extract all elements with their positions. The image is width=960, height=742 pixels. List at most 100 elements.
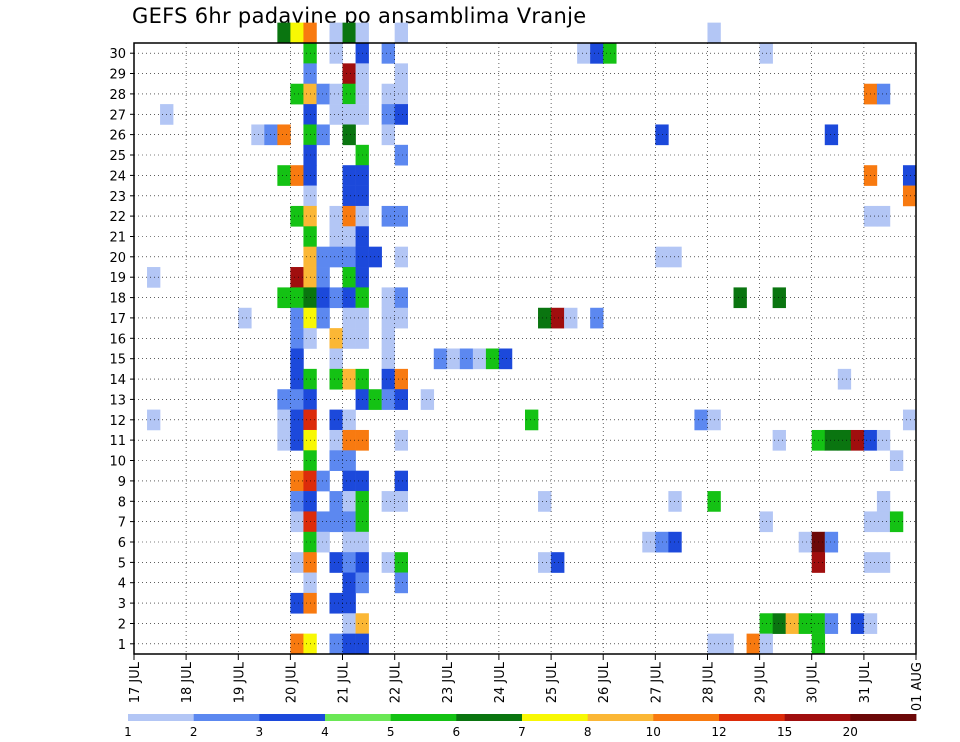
heatmap-cell — [290, 22, 304, 44]
x-tick-label: 24 JUL — [493, 661, 508, 703]
heatmap-cell — [394, 104, 408, 125]
colorbar-swatch — [390, 714, 457, 721]
heatmap-cell — [290, 491, 304, 512]
heatmap-cell — [498, 348, 513, 370]
heatmap-cell — [772, 429, 786, 451]
heatmap-cell — [316, 307, 330, 329]
colorbar-label: 6 — [452, 725, 460, 739]
heatmap-cell — [720, 633, 734, 655]
y-tick-label: 22 — [109, 210, 126, 225]
heatmap-cell — [394, 83, 408, 105]
heatmap-cell — [316, 470, 330, 492]
heatmap-cell — [394, 22, 408, 44]
y-tick-label: 1 — [118, 638, 126, 653]
heatmap-cell — [147, 267, 161, 288]
y-tick-label: 18 — [109, 292, 126, 307]
colorbar-swatch — [325, 714, 392, 721]
heatmap-cell — [329, 511, 343, 533]
plot-frame — [133, 42, 917, 655]
heatmap-cell — [290, 409, 304, 431]
colorbar-label: 15 — [777, 725, 792, 739]
y-tick-label: 10 — [109, 455, 126, 470]
heatmap-cell — [381, 389, 395, 410]
heatmap-cell — [290, 552, 304, 573]
heatmap-cell — [290, 205, 304, 227]
heatmap-cell — [381, 83, 395, 105]
heatmap-cell — [342, 633, 356, 655]
heatmap-cell — [837, 429, 852, 451]
colorbar-swatch — [719, 714, 786, 721]
heatmap-cell — [329, 491, 343, 512]
heatmap-cell — [394, 389, 408, 410]
heatmap-cell — [381, 43, 395, 64]
y-tick-label: 13 — [109, 393, 126, 408]
heatmap-cell — [538, 307, 552, 329]
heatmap-cell — [290, 592, 304, 614]
heatmap-cell — [798, 613, 813, 634]
y-tick-label: 4 — [118, 577, 126, 592]
y-tick-label: 25 — [109, 149, 126, 164]
heatmap-cell — [342, 226, 356, 247]
heatmap-cell — [342, 572, 356, 594]
heatmap-cell — [342, 552, 356, 573]
heatmap-cell — [798, 531, 813, 553]
heatmap-cell — [668, 246, 682, 268]
heatmap-cell — [381, 552, 395, 573]
heatmap-cell — [342, 22, 356, 44]
heatmap-cell — [876, 429, 891, 451]
heatmap-cell — [342, 307, 356, 329]
y-tick-label: 12 — [109, 414, 126, 429]
colorbar-label: 7 — [518, 725, 526, 739]
y-tick-label: 24 — [109, 169, 126, 184]
heatmap-cell — [902, 409, 917, 431]
x-tick-label: 27 JUL — [649, 661, 664, 703]
heatmap-cell — [394, 470, 408, 492]
heatmap-cell — [785, 613, 799, 634]
heatmap-cell — [290, 267, 304, 288]
x-tick-label: 30 JUL — [806, 661, 821, 703]
colorbar-label: 4 — [321, 725, 329, 739]
colorbar-label: 2 — [190, 725, 198, 739]
x-tick-label: 17 JUL — [128, 661, 143, 703]
heatmap-cell — [290, 633, 304, 655]
heatmap-cell — [277, 165, 291, 186]
x-tick-label: 19 JUL — [232, 661, 247, 703]
heatmap-cell — [316, 267, 330, 288]
heatmap-cell — [394, 429, 408, 451]
colorbar-swatch — [784, 714, 851, 721]
heatmap-cell — [394, 491, 408, 512]
heatmap-cell — [251, 124, 265, 146]
y-axis: 1234567891011121314151617181920212223242… — [109, 47, 134, 653]
heatmap-cell — [329, 552, 343, 573]
heatmap-cell — [876, 552, 891, 573]
y-tick-label: 7 — [118, 516, 126, 531]
heatmap-cell — [368, 246, 382, 268]
heatmap-cell — [902, 185, 917, 207]
x-tick-label: 29 JUL — [754, 661, 769, 703]
heatmap-cell — [329, 429, 343, 451]
heatmap-cell — [342, 63, 356, 85]
y-tick-label: 30 — [109, 47, 126, 62]
heatmap-cell — [876, 205, 891, 227]
colorbar-swatch — [850, 714, 917, 721]
heatmap-cell — [329, 246, 343, 268]
colorbar-label: 12 — [711, 725, 726, 739]
heatmap-cell — [772, 287, 786, 309]
y-tick-label: 27 — [109, 108, 126, 123]
heatmap-cell — [329, 368, 343, 390]
heatmap-cell — [342, 267, 356, 288]
heatmap-cell — [902, 165, 917, 186]
heatmap-cell — [394, 246, 408, 268]
y-tick-label: 5 — [118, 556, 126, 571]
heatmap-cell — [381, 348, 395, 370]
heatmap-cell — [342, 409, 356, 431]
heatmap-cell — [394, 572, 408, 594]
heatmap-cell — [342, 491, 356, 512]
heatmap-cell — [342, 165, 356, 186]
colorbar-swatch — [522, 714, 589, 721]
heatmap-cell — [590, 307, 604, 329]
heatmap-cell — [342, 511, 356, 533]
heatmap-cell — [655, 124, 669, 146]
heatmap-cell — [342, 185, 356, 207]
